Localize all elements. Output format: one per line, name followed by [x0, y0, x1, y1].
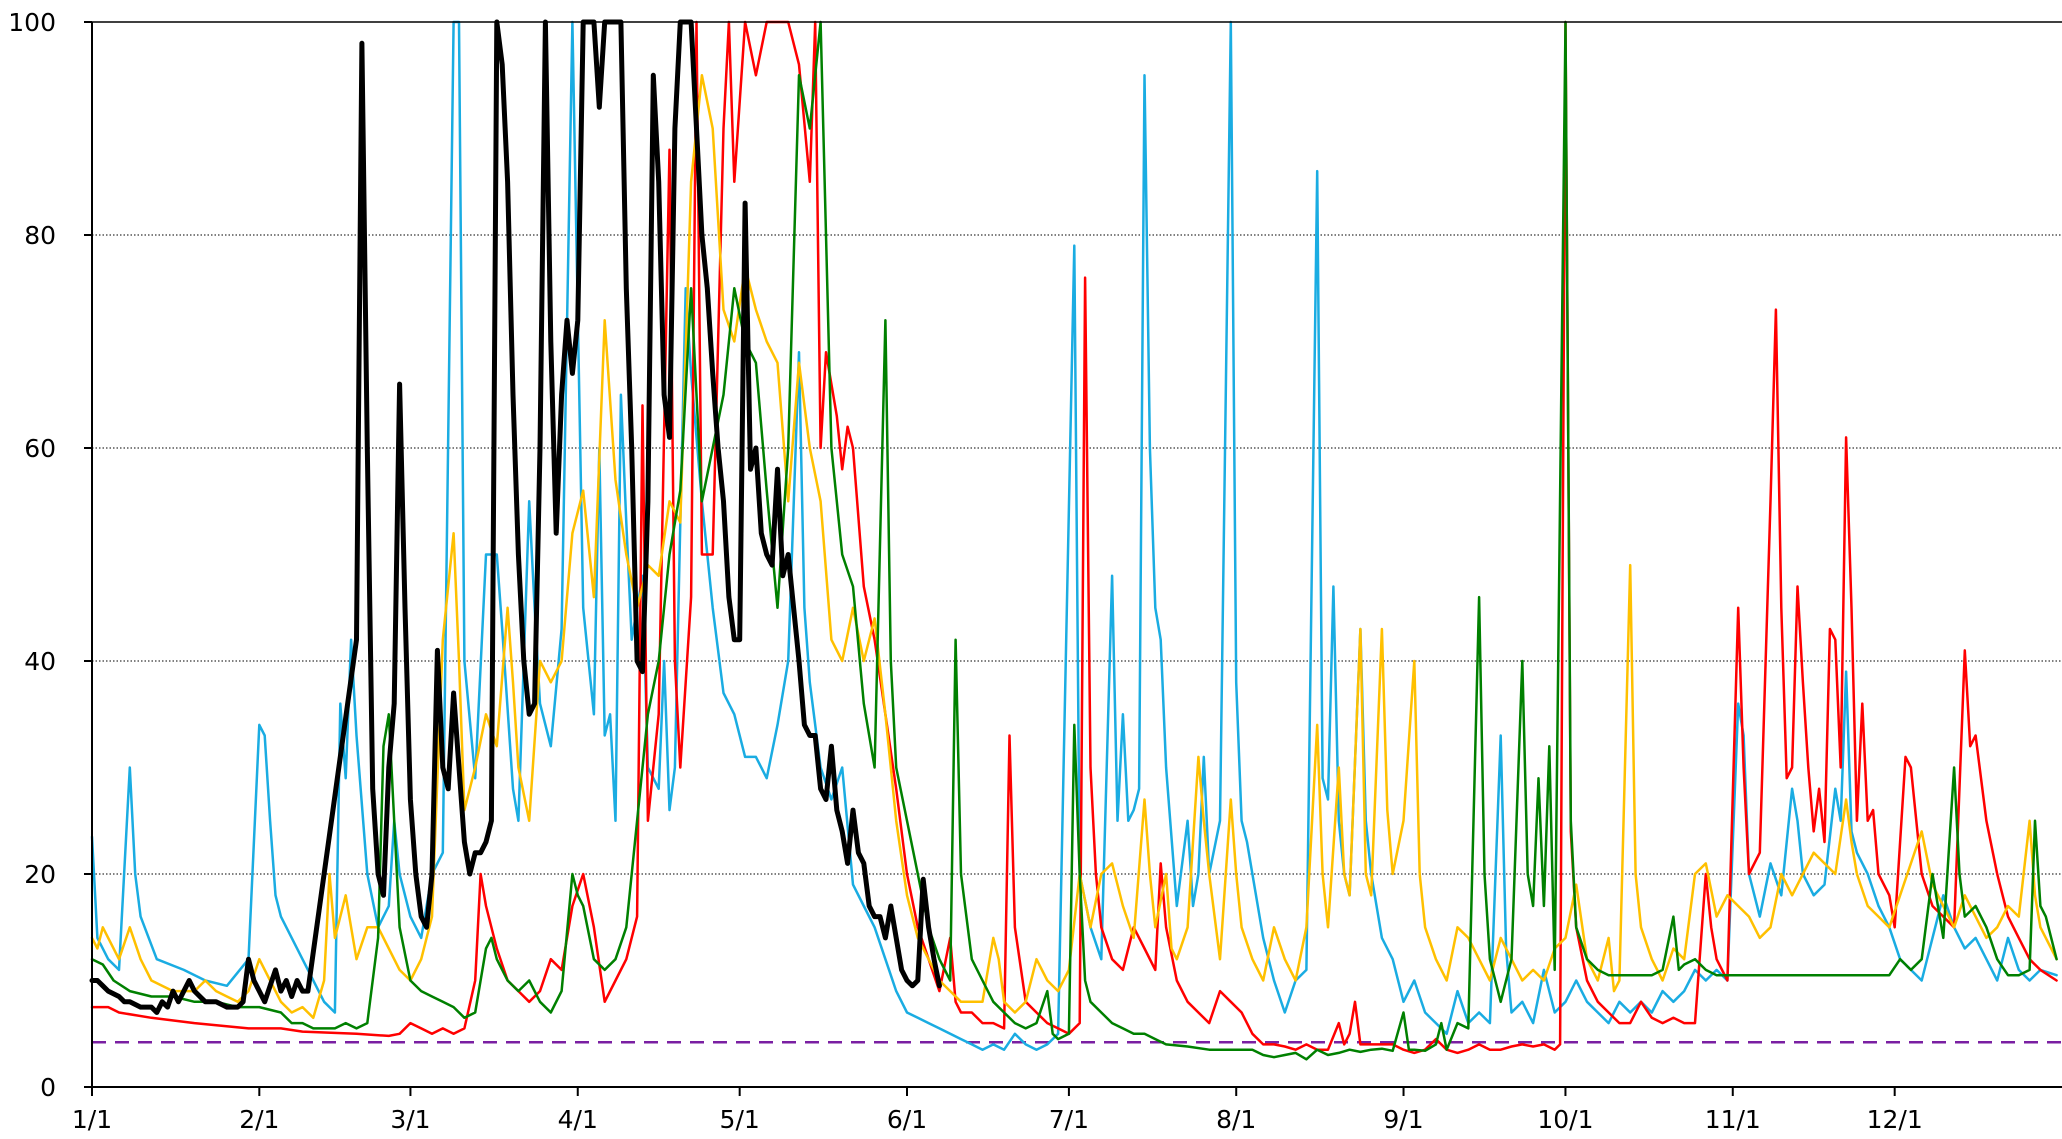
y-tick-label: 100: [8, 8, 56, 37]
x-tick-label: 6/1: [887, 1105, 927, 1134]
series-line-3: [90, 74, 2058, 1020]
series-line-4: [90, 20, 2058, 1061]
y-tick-label: 40: [24, 647, 56, 676]
series-group: [89, 19, 2058, 1061]
x-tick-labels: 1/1 2/1 3/1 4/1 5/1 6/1 7/1 8/1 9/1 10/1 11/1 12/1: [72, 1105, 1923, 1134]
x-tick-label: 5/1: [720, 1105, 760, 1134]
series-line-1: [90, 20, 2058, 1051]
x-tick-label: 2/1: [239, 1105, 279, 1134]
x-tick-label: 4/1: [558, 1105, 598, 1134]
series-line-5: [89, 19, 942, 1015]
x-tick-label: 8/1: [1216, 1105, 1256, 1134]
x-tick-label: 10/1: [1537, 1105, 1593, 1134]
x-tick-label: 12/1: [1867, 1105, 1923, 1134]
axes: [84, 21, 2062, 1096]
y-tick-label: 80: [24, 221, 56, 250]
y-tick-label: 60: [24, 434, 56, 463]
y-tick-label: 0: [40, 1073, 56, 1102]
x-tick-label: 7/1: [1049, 1105, 1089, 1134]
series-line-2: [90, 20, 2058, 1055]
x-tick-label: 9/1: [1383, 1105, 1423, 1134]
x-tick-label: 3/1: [390, 1105, 430, 1134]
y-tick-label: 20: [24, 860, 56, 889]
x-tick-label: 1/1: [72, 1105, 112, 1134]
x-tick-label: 11/1: [1705, 1105, 1761, 1134]
y-tick-labels: 0 20 40 60 80 100: [8, 8, 56, 1102]
